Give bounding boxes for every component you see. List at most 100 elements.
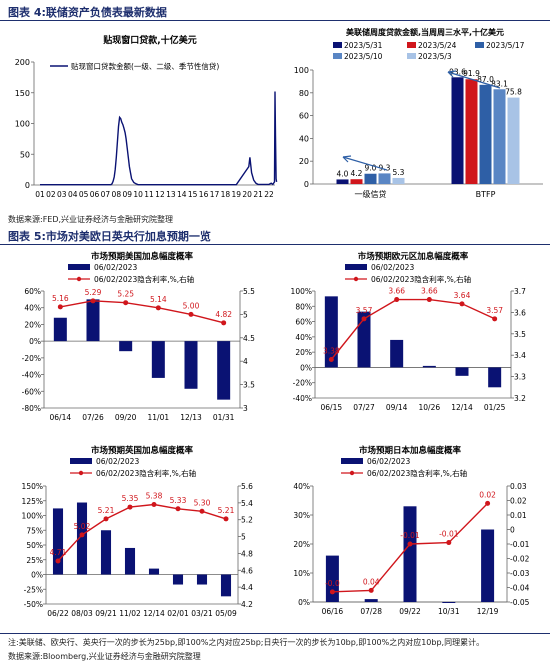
line-value-label: 0.02 (479, 490, 496, 499)
legend-label: 2023/5/10 (344, 52, 383, 61)
bar-value-label: 75.8 (505, 88, 522, 97)
y-left-tick-label: -50% (24, 600, 43, 609)
x-tick-label: 07/26 (82, 413, 104, 422)
y-right-tick-label: 5.5 (243, 287, 255, 296)
x-tick-label: 15 (188, 190, 198, 199)
line-value-label: 3.38 (323, 346, 340, 355)
line-marker (90, 298, 96, 304)
x-tick-label: 22 (264, 190, 274, 199)
line-value-label: 4.71 (50, 548, 67, 557)
line-marker (155, 305, 161, 311)
x-tick-label: 09/21 (95, 609, 117, 618)
bar (324, 296, 338, 368)
bar (481, 529, 495, 602)
x-tick-label: 02/01 (167, 609, 189, 618)
y-tick-label: 150 (15, 89, 30, 98)
legend-swatch (333, 42, 342, 48)
line-marker (79, 532, 85, 538)
legend-swatch (333, 53, 342, 59)
trend-arrow (447, 71, 501, 89)
y-right-tick-label: 4.4 (241, 583, 253, 592)
x-tick-label: 14 (177, 190, 187, 199)
y-tick-label: 0 (304, 180, 309, 189)
bar (196, 574, 208, 585)
discount-window-chart: 贴现窗口贷款,十亿美元 0 50 100 150 200 01 02 03 04 05 06 07 08 0… (0, 22, 285, 208)
line-marker (328, 356, 334, 362)
x-tick-label: 06/15 (321, 403, 343, 412)
y-tick-label: 50 (20, 150, 30, 159)
y-right-tick-label: -0.04 (510, 584, 530, 593)
eu-hike-chart: 市场预期欧元区加息幅度概率 06/02/2023 06/02/2023隐含利率,%,… (275, 246, 550, 432)
x-tick-label: 12/14 (451, 403, 473, 412)
y-left-tick-label: -40% (22, 371, 41, 380)
y-left-tick-label: 125% (22, 497, 43, 506)
y-left-tick-label: -80% (22, 404, 41, 413)
line-value-label: 0.04 (363, 577, 380, 586)
line-marker (329, 589, 335, 595)
bar (422, 365, 436, 368)
legend-label: 06/02/2023隐含利率,%,右轴 (367, 468, 467, 478)
figure5-source: 数据来源:Bloomberg,兴业证券经济与金融研究院整理 (8, 652, 201, 661)
y-left-tick-label: -20% (22, 354, 41, 363)
bar (493, 89, 506, 184)
y-right-tick-label: 4.5 (243, 334, 255, 343)
line-series (57, 503, 227, 562)
line-marker (407, 541, 413, 547)
legend-swatch (345, 264, 367, 270)
y-left-tick-label: -60% (22, 387, 41, 396)
line-value-label: -0.0 (325, 579, 340, 588)
legend-label: 06/02/2023 (367, 457, 410, 466)
x-tick-label: 10 (133, 190, 143, 199)
line-value-label: 5.33 (170, 496, 187, 505)
bar-value-label: 83.1 (491, 79, 508, 88)
x-tick-label: 05 (79, 190, 89, 199)
x-tick-label: 01 (35, 190, 45, 199)
y-tick-label: 100 (294, 66, 309, 75)
line-marker (446, 540, 452, 546)
x-tick-label: 13 (166, 190, 176, 199)
line-value-label: -0.01 (400, 531, 420, 540)
line-value-label: 5.02 (74, 522, 91, 531)
bar-value-label: 9.0 (365, 164, 377, 173)
legend-label: 06/02/2023 (371, 263, 414, 272)
figure5-title: 图表 5:市场对美欧日英央行加息预期一览 (8, 230, 211, 243)
bar (148, 568, 160, 575)
line-marker (103, 516, 109, 522)
y-left-tick-label: 100% (291, 287, 312, 296)
us-hike-chart: 市场预期美国加息幅度概率 06/02/2023 06/02/2023隐含利率,%,右… (0, 246, 275, 432)
x-tick-label: 06/22 (47, 609, 69, 618)
legend-label: 06/02/2023隐含利率,%,右轴 (96, 468, 196, 478)
bar (390, 339, 404, 368)
bar (172, 574, 184, 585)
chart-title: 贴现窗口贷款,十亿美元 (103, 34, 196, 46)
x-tick-label: 12/19 (477, 607, 499, 616)
bar (364, 599, 378, 602)
figure5-header: 图表 5:市场对美欧日英央行加息预期一览 (0, 226, 550, 245)
legend-swatch (68, 264, 90, 270)
y-right-tick-label: 5.4 (241, 499, 253, 508)
bar (220, 574, 232, 597)
line-marker (123, 300, 129, 306)
line-marker (368, 587, 374, 593)
bar (364, 173, 377, 184)
line-marker (127, 504, 133, 510)
bar (151, 341, 165, 378)
bar-value-label: 93.6 (449, 67, 466, 76)
bar (507, 97, 520, 184)
line-series (60, 300, 224, 324)
y-tick-label: 40 (299, 134, 309, 143)
bar-value-label: 87.0 (477, 75, 494, 84)
y-left-tick-label: 20% (295, 348, 312, 357)
y-left-tick-label: 0% (29, 337, 41, 346)
line-marker (57, 304, 63, 310)
legend-swatch (407, 53, 416, 59)
line-value-label: 5.00 (183, 301, 200, 310)
x-tick-label: 09/22 (399, 607, 421, 616)
line-series (330, 298, 495, 360)
line-value-label: 3.57 (486, 306, 503, 315)
line-marker (188, 311, 194, 317)
line-value-label: 3.64 (454, 291, 471, 300)
bar (455, 367, 469, 376)
line-marker (223, 516, 229, 522)
x-tick-label: 20 (242, 190, 252, 199)
